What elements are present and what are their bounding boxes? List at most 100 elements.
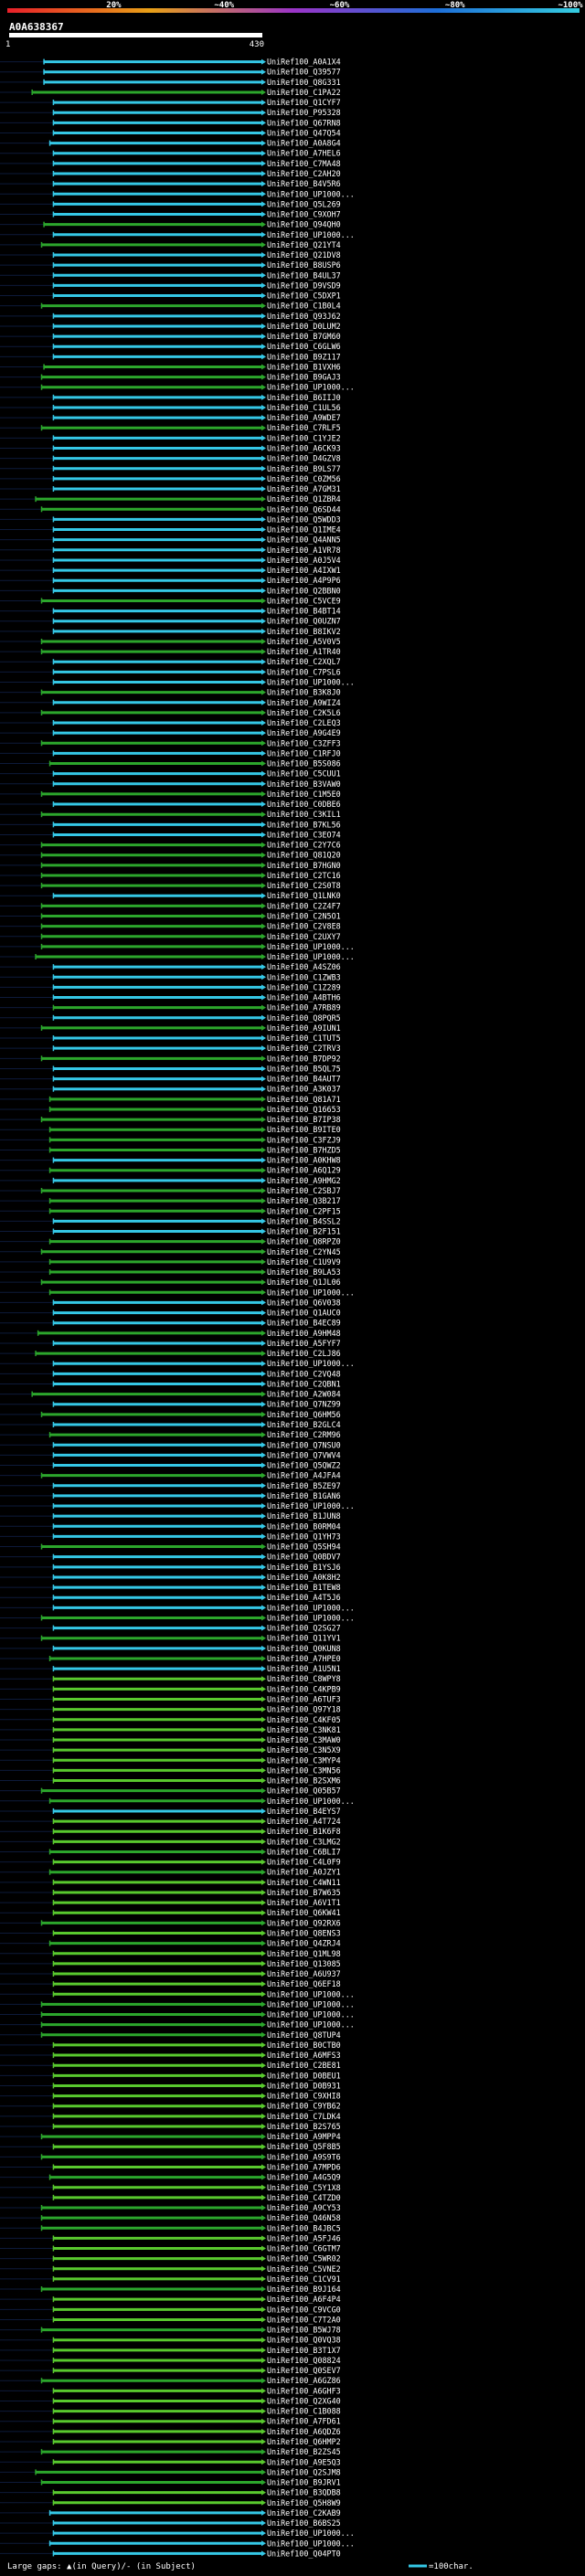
- hit-label: UniRef100_A9WIZ4: [267, 698, 341, 707]
- hit-end-arrow: [261, 659, 266, 665]
- hit-label: UniRef100_UP1000...: [267, 383, 355, 392]
- hit-label: UniRef100_A4IXW1: [267, 566, 341, 575]
- hit-label: UniRef100_A7MPD6: [267, 2162, 341, 2171]
- hit-label: UniRef100_Q1CYF7: [267, 98, 341, 107]
- hit-row: UniRef100_A5FYF7: [0, 1339, 341, 1348]
- hit-row: UniRef100_C7RLF5: [0, 423, 341, 432]
- hit-label: UniRef100_A0JZY1: [267, 1868, 341, 1877]
- hit-end-arrow: [261, 2052, 266, 2059]
- identity-gradient-bar: [7, 8, 580, 13]
- hit-end-arrow: [261, 2225, 266, 2231]
- hit-end-arrow: [261, 150, 266, 156]
- hit-end-arrow: [261, 893, 266, 899]
- hit-label: UniRef100_D0BEU1: [267, 2071, 341, 2080]
- hit-end-arrow: [261, 770, 266, 777]
- hit-end-arrow: [261, 1432, 266, 1438]
- hit-row: UniRef100_C9XHI8: [0, 2092, 341, 2101]
- hit-label: UniRef100_B7GM60: [267, 332, 341, 341]
- hit-label: UniRef100_A1TR40: [267, 647, 341, 656]
- hit-label: UniRef100_Q46N58: [267, 2213, 341, 2222]
- hit-row: UniRef100_C1U9V9: [0, 1257, 341, 1267]
- hit-end-arrow: [261, 1452, 266, 1458]
- hit-end-arrow: [261, 1543, 266, 1550]
- hit-row: UniRef100_C3KIL1: [0, 810, 341, 819]
- hit-row: UniRef100_A4IXW1: [0, 566, 341, 575]
- hit-label: UniRef100_Q1ML98: [267, 1949, 341, 1958]
- hit-label: UniRef100_C0DBE6: [267, 800, 341, 809]
- hit-label: UniRef100_C4L0F9: [267, 1858, 341, 1867]
- hit-row: UniRef100_C2SBJ7: [0, 1186, 341, 1195]
- identity-legend-label: ~60%: [330, 1, 350, 10]
- hit-row: UniRef100_C0DBE6: [0, 800, 341, 809]
- hit-row: UniRef100_Q8RPZ0: [0, 1237, 341, 1246]
- hit-end-arrow: [261, 669, 266, 675]
- hit-end-arrow: [261, 852, 266, 858]
- hit-row: UniRef100_B3K8J0: [0, 688, 341, 697]
- hit-label: UniRef100_C1TUT5: [267, 1034, 341, 1043]
- hit-end-arrow: [261, 1045, 266, 1052]
- hit-row: UniRef100_A9WIZ4: [0, 698, 341, 707]
- hit-row: UniRef100_Q5F8B5: [0, 2142, 341, 2151]
- hit-row: UniRef100_C2BE81: [0, 2061, 341, 2070]
- hit-row: UniRef100_Q5L269: [0, 199, 341, 208]
- hit-label: UniRef100_Q81Q20: [267, 851, 341, 860]
- hit-row: UniRef100_UP1000...: [0, 1603, 355, 1612]
- hit-row: UniRef100_UP1000...: [0, 1613, 355, 1622]
- hit-end-arrow: [261, 832, 266, 838]
- hit-end-arrow: [261, 1320, 266, 1326]
- hit-row: UniRef100_C7T2A0: [0, 2315, 341, 2324]
- hit-end-arrow: [261, 486, 266, 493]
- identity-legend-label: ~40%: [214, 1, 234, 10]
- hit-row: UniRef100_Q1YH73: [0, 1532, 341, 1541]
- hit-label: UniRef100_D0B931: [267, 2081, 341, 2090]
- hit-label: UniRef100_UP1000...: [267, 2539, 355, 2548]
- hit-end-arrow: [261, 1686, 266, 1692]
- hit-label: UniRef100_C2LEQ3: [267, 718, 341, 727]
- hit-label: UniRef100_C3EO74: [267, 830, 341, 839]
- hit-row: UniRef100_C4KF05: [0, 1715, 341, 1724]
- hit-row: UniRef100_B9LS77: [0, 464, 341, 473]
- hit-label: UniRef100_C1PA22: [267, 88, 341, 97]
- hit-end-arrow: [261, 2021, 266, 2028]
- hit-row: UniRef100_Q8PQR5: [0, 1013, 341, 1023]
- hit-row: UniRef100_UP1000...: [0, 1989, 355, 1998]
- hit-end-arrow: [261, 1716, 266, 1723]
- hit-row: UniRef100_C2Y7C6: [0, 841, 341, 850]
- hit-row: UniRef100_B3VAW0: [0, 779, 341, 789]
- hit-end-arrow: [261, 1147, 266, 1153]
- hit-label: UniRef100_B4AUT7: [267, 1075, 341, 1084]
- hit-end-arrow: [261, 1248, 266, 1255]
- hit-row: UniRef100_C2XQL7: [0, 657, 341, 666]
- hit-end-arrow: [261, 984, 266, 991]
- hit-row: UniRef100_Q1LNK0: [0, 891, 341, 900]
- hit-row: UniRef100_Q5QWZ2: [0, 1461, 341, 1470]
- hit-end-arrow: [261, 1391, 266, 1397]
- hit-row: UniRef100_P95328: [0, 108, 341, 117]
- hit-label: UniRef100_UP1000...: [267, 1359, 355, 1368]
- hit-end-arrow: [261, 1513, 266, 1520]
- hit-end-arrow: [261, 2296, 266, 2303]
- hit-row: UniRef100_A6Q129: [0, 1166, 341, 1175]
- hit-row: UniRef100_Q1AUC0: [0, 1309, 341, 1318]
- hit-row: UniRef100_B7GM60: [0, 332, 341, 341]
- hit-end-arrow: [261, 628, 266, 634]
- hit-label: UniRef100_A6CK93: [267, 444, 341, 453]
- hit-row: UniRef100_B7W635: [0, 1888, 341, 1897]
- hit-end-arrow: [261, 2368, 266, 2374]
- hit-label: UniRef100_B9Z117: [267, 352, 341, 361]
- hit-label: UniRef100_C2PF15: [267, 1206, 341, 1215]
- hit-row: UniRef100_A5FJ46: [0, 2233, 341, 2242]
- hit-end-arrow: [261, 2235, 266, 2242]
- hit-label: UniRef100_A6MFS3: [267, 2051, 341, 2060]
- hit-label: UniRef100_B3VAW0: [267, 779, 341, 789]
- hit-row: UniRef100_Q1IME4: [0, 525, 341, 535]
- hit-end-arrow: [261, 598, 266, 604]
- hit-row: UniRef100_A6GHF3: [0, 2386, 341, 2395]
- hit-row: UniRef100_C2RM96: [0, 1430, 341, 1439]
- hit-row: UniRef100_Q5H8W9: [0, 2498, 341, 2507]
- hit-label: UniRef100_B5WJ78: [267, 2326, 341, 2335]
- hit-label: UniRef100_A5FJ46: [267, 2233, 341, 2242]
- hit-label: UniRef100_Q5QWZ2: [267, 1461, 341, 1470]
- hit-label: UniRef100_C6GLW6: [267, 342, 341, 351]
- hit-end-arrow: [261, 1747, 266, 1754]
